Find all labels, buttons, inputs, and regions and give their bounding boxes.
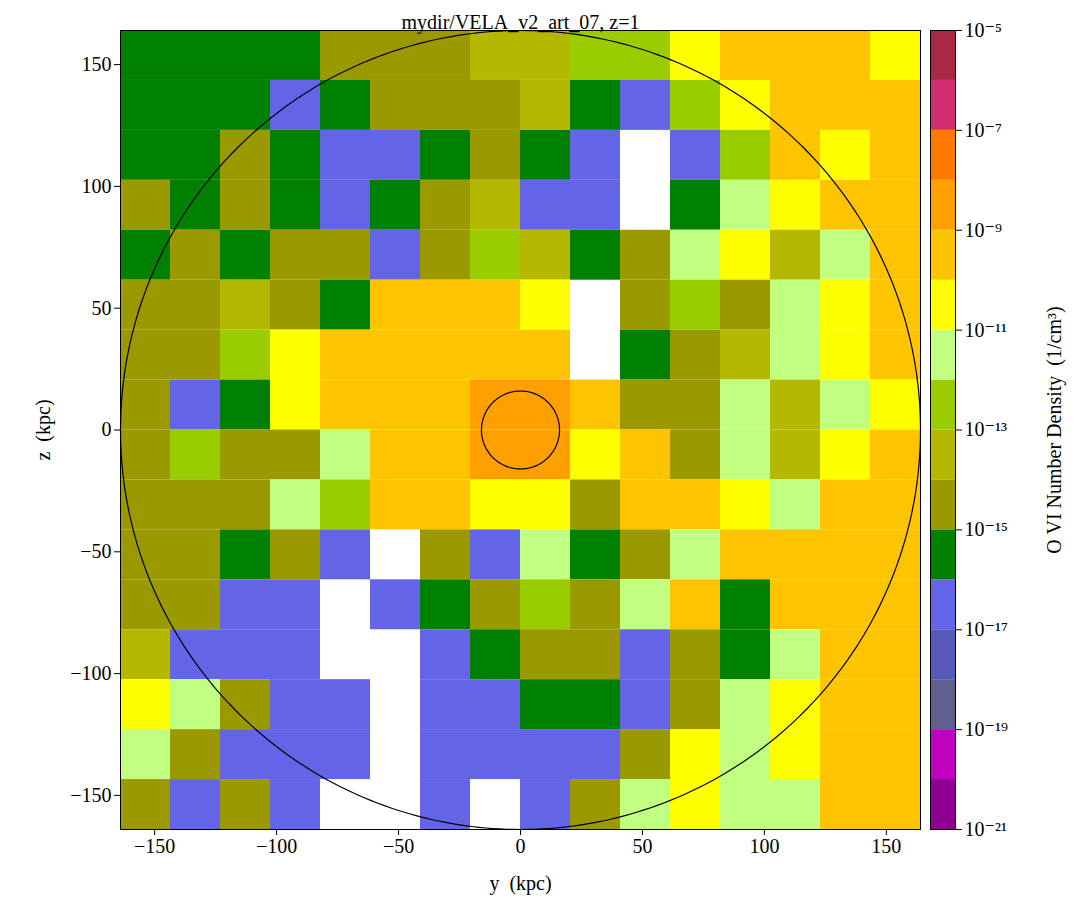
svg-text:−50: −50 <box>383 835 414 857</box>
svg-text:z (kpc): z (kpc) <box>32 399 55 460</box>
svg-text:10⁻²¹: 10⁻²¹ <box>965 818 1008 840</box>
svg-text:−50: −50 <box>80 540 111 562</box>
svg-text:150: 150 <box>82 53 112 75</box>
svg-text:10⁻¹⁵: 10⁻¹⁵ <box>965 518 1009 540</box>
svg-text:y (kpc): y (kpc) <box>489 872 551 895</box>
svg-text:10⁻¹⁷: 10⁻¹⁷ <box>965 618 1009 640</box>
svg-text:150: 150 <box>871 835 901 857</box>
svg-text:−100: −100 <box>256 835 297 857</box>
svg-text:−150: −150 <box>70 784 111 806</box>
svg-text:O VI Number Density (1/cm³): O VI Number Density (1/cm³) <box>1043 306 1066 553</box>
svg-text:−100: −100 <box>70 662 111 684</box>
svg-text:10⁻⁹: 10⁻⁹ <box>965 219 1003 241</box>
svg-text:10⁻⁷: 10⁻⁷ <box>965 119 1003 141</box>
svg-text:100: 100 <box>749 835 779 857</box>
svg-text:0: 0 <box>102 418 112 440</box>
svg-text:50: 50 <box>632 835 652 857</box>
svg-text:10⁻¹⁹: 10⁻¹⁹ <box>965 718 1009 740</box>
svg-text:10⁻⁵: 10⁻⁵ <box>965 19 1003 41</box>
svg-text:10⁻¹¹: 10⁻¹¹ <box>965 319 1008 341</box>
svg-text:0: 0 <box>516 835 526 857</box>
svg-text:50: 50 <box>92 297 112 319</box>
svg-text:100: 100 <box>82 175 112 197</box>
svg-text:−150: −150 <box>134 835 175 857</box>
svg-text:mydir/VELA_v2_art_07, z=1: mydir/VELA_v2_art_07, z=1 <box>402 11 640 34</box>
svg-text:10⁻¹³: 10⁻¹³ <box>965 418 1008 440</box>
